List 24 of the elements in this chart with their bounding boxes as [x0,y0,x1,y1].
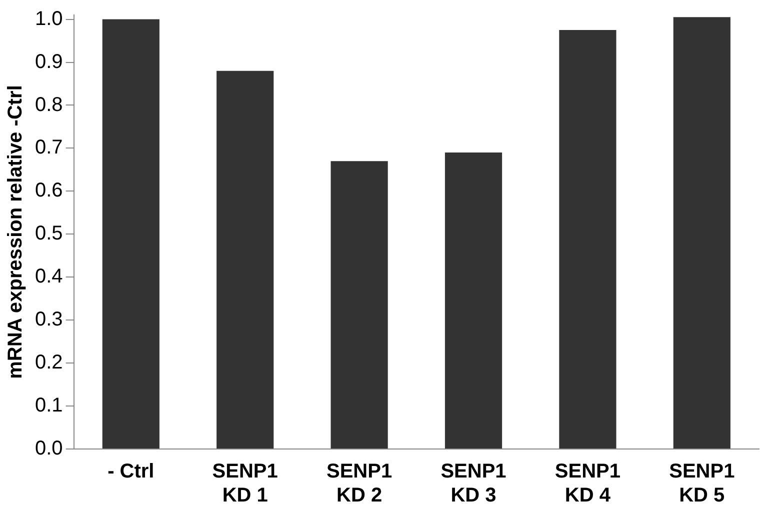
y-tick-label: 1.0 [34,8,63,30]
y-tick-label: 0.1 [34,394,63,417]
y-tick-label: 0.2 [34,352,63,374]
x-tick-label: SENP1 KD 3 [440,460,506,507]
x-tick-label: - Ctrl [108,460,154,483]
y-tick-label: 0.4 [34,266,63,288]
y-tick-label: 0.9 [34,50,63,73]
y-tick-label: 0.5 [34,222,63,245]
bar [102,19,160,448]
bar [673,17,730,448]
bar [216,70,274,448]
y-tick-label: 0.6 [34,180,63,202]
y-tick-label: 0.8 [34,94,63,116]
y-axis-title: mRNA expression relative -Ctrl [4,85,27,379]
x-tick-label: SENP1 KD 5 [669,460,735,507]
bar [559,30,616,448]
y-tick-label: 0.3 [34,308,63,331]
x-tick-label: SENP1 KD 1 [212,460,278,507]
bar [444,152,502,448]
y-tick-label: 0.0 [34,438,63,460]
y-tick-label: 0.7 [34,136,63,159]
bar [330,161,388,448]
x-tick-label: SENP1 KD 4 [554,460,620,507]
x-tick-label: SENP1 KD 2 [326,460,392,507]
